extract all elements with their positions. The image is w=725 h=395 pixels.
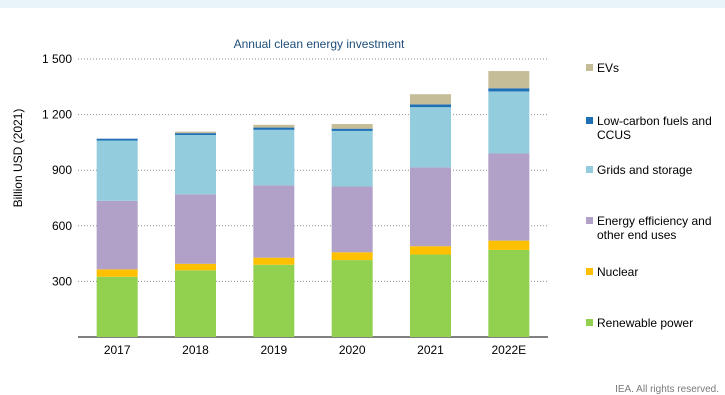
- legend-swatch: [586, 268, 593, 275]
- bar-nuclear-2020: [331, 252, 373, 261]
- bar-renewable-power-2018: [175, 270, 216, 337]
- bar-evs-2019: [253, 124, 295, 128]
- bar-nuclear-2021: [410, 246, 451, 255]
- legend-swatch: [586, 117, 593, 124]
- bar-grids-and-storage-2020: [331, 130, 373, 187]
- legend-swatch: [586, 64, 593, 71]
- bar-renewable-power-2020: [331, 260, 373, 337]
- bar-energy-efficiency-and-other-end-uses-2021: [410, 167, 451, 247]
- bar-low-carbon-fuels-and-ccus-2019: [253, 127, 295, 130]
- y-tick-label: 1 500: [42, 52, 72, 66]
- legend-item-energy-efficiency-and-other-end-uses: Energy efficiency and other end uses: [586, 214, 725, 242]
- bar-energy-efficiency-and-other-end-uses-2018: [175, 194, 216, 264]
- bar-low-carbon-fuels-and-ccus-2018: [175, 133, 216, 135]
- y-tick-label: 300: [52, 274, 72, 288]
- x-tick-label: 2018: [182, 343, 209, 357]
- legend-swatch: [586, 217, 593, 224]
- bar-renewable-power-2019: [253, 264, 295, 337]
- bar-low-carbon-fuels-and-ccus-2022e: [488, 88, 530, 92]
- bar-grids-and-storage-2022e: [488, 91, 530, 154]
- x-tick-label: 2021: [417, 343, 444, 357]
- bar-energy-efficiency-and-other-end-uses-2020: [331, 186, 373, 253]
- y-tick-label: 1 200: [42, 108, 72, 122]
- chart-area: Annual clean energy investment Billion US…: [11, 37, 548, 357]
- legend-label: Nuclear: [597, 265, 639, 279]
- legend-item-renewable-power: Renewable power: [586, 316, 725, 330]
- legend-label: Low-carbon fuels and CCUS: [597, 114, 712, 142]
- x-tick-label: 2020: [339, 343, 366, 357]
- copyright-credit: IEA. All rights reserved.: [615, 384, 719, 395]
- bar-evs-2021: [410, 94, 451, 105]
- top-band: [0, 0, 725, 8]
- bar-energy-efficiency-and-other-end-uses-2017: [96, 200, 138, 270]
- bar-renewable-power-2022e: [488, 249, 530, 337]
- bar-low-carbon-fuels-and-ccus-2021: [410, 104, 451, 108]
- bar-nuclear-2018: [175, 263, 216, 271]
- bar-low-carbon-fuels-and-ccus-2017: [96, 138, 138, 141]
- legend-item-evs: EVs: [586, 61, 725, 75]
- x-tick-label: 2022E: [491, 343, 526, 357]
- legend-label: Renewable power: [597, 316, 694, 330]
- y-axis-title: Billion USD (2021): [11, 109, 25, 208]
- bar-nuclear-2022e: [488, 240, 530, 250]
- bar-grids-and-storage-2018: [175, 134, 216, 195]
- bar-evs-2018: [175, 131, 216, 134]
- bar-renewable-power-2021: [410, 254, 451, 337]
- bar-evs-2020: [331, 124, 373, 129]
- legend-label: EVs: [597, 61, 620, 75]
- chart-title: Annual clean energy investment: [234, 37, 405, 51]
- legend-swatch: [586, 319, 593, 326]
- bar-evs-2022e: [488, 71, 530, 89]
- y-tick-label: 600: [52, 219, 72, 233]
- legend-item-low-carbon-fuels-and-ccus: Low-carbon fuels and CCUS: [586, 114, 725, 142]
- bar-energy-efficiency-and-other-end-uses-2019: [253, 185, 295, 258]
- legend-label: Energy efficiency and other end uses: [597, 214, 712, 242]
- legend-item-nuclear: Nuclear: [586, 265, 725, 279]
- bar-nuclear-2019: [253, 257, 295, 265]
- legend-item-grids-and-storage: Grids and storage: [586, 163, 725, 177]
- chart-legend: EVs Low-carbon fuels and CCUS Grids and st…: [586, 0, 725, 394]
- x-tick-label: 2017: [104, 343, 131, 357]
- bar-low-carbon-fuels-and-ccus-2020: [331, 128, 373, 131]
- bar-grids-and-storage-2021: [410, 107, 451, 168]
- legend-swatch: [586, 166, 593, 173]
- legend-label: Grids and storage: [597, 163, 693, 177]
- x-tick-label: 2019: [260, 343, 287, 357]
- y-tick-label: 900: [52, 163, 72, 177]
- bar-nuclear-2017: [96, 269, 138, 277]
- bar-renewable-power-2017: [96, 276, 138, 337]
- bar-energy-efficiency-and-other-end-uses-2022e: [488, 153, 530, 241]
- bar-grids-and-storage-2017: [96, 140, 138, 201]
- bar-grids-and-storage-2019: [253, 129, 295, 186]
